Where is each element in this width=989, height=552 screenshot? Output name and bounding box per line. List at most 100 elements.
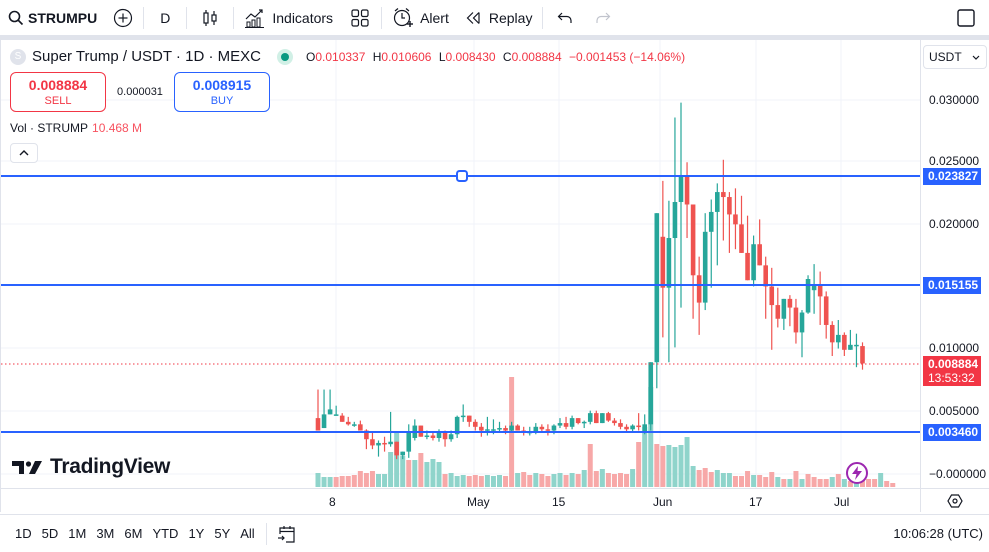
candle [690,204,696,319]
replay-button[interactable]: Replay [457,0,541,36]
line-drag-handle[interactable] [456,170,468,182]
replay-label: Replay [488,9,533,26]
buy-button[interactable]: 0.008915 BUY [174,72,270,112]
candle [515,424,520,431]
volume-bar [817,479,823,487]
candle [702,213,708,311]
date-range-tabs: 1D 5D 1M 3M 6M YTD 1Y 5Y All [0,526,260,541]
volume-legend: Vol · STRUMP 10.468 M [10,121,142,135]
candle [642,414,647,435]
price-tick-label: 0.005000 [929,404,980,418]
candle [860,342,865,370]
volume-bar [684,437,690,487]
candle [406,424,412,458]
symbol-search-button[interactable]: STRUMPU [0,0,105,36]
candle [660,180,666,338]
range-tab-3m[interactable]: 3M [96,526,115,541]
candle [715,183,720,266]
candle [442,430,448,447]
open-label: O [306,50,316,64]
range-tab-1y[interactable]: 1Y [188,526,205,541]
range-tab-5y[interactable]: 5Y [214,526,231,541]
volume-bar [823,479,829,487]
volume-bar [884,481,890,487]
compare-symbol-button[interactable] [105,0,141,36]
layouts-button[interactable] [341,0,379,36]
series-title[interactable]: Super Trump / USDT · 1D · MEXC [32,48,261,65]
divider [542,6,544,29]
candle [842,332,847,357]
time-axis[interactable]: 8 May 15 Jun 17 Jul [0,488,920,512]
lightning-button[interactable] [846,462,868,484]
candle [654,213,660,389]
candle [460,404,466,422]
currency-select[interactable]: USDT [923,45,987,69]
chart-pane[interactable] [0,40,989,512]
price-chart[interactable] [1,40,921,488]
candle [539,424,545,432]
last-price: 0.008884 [928,357,979,371]
volume-label[interactable]: Vol · STRUMP [10,121,89,135]
time-tick-label: 8 [329,495,336,509]
volume-bar [400,456,406,487]
plus-circle-icon [114,8,133,27]
candle [751,235,756,287]
chart-settings-button[interactable] [920,488,989,512]
volume-bar [484,475,490,487]
timezone-clock[interactable]: 10:06:28 (UTC) [893,526,983,541]
volume-value: 10.468 M [92,121,143,135]
range-tab-1m[interactable]: 1M [68,526,87,541]
ohlc-values: O0.010337 H0.010606 L0.008430 C0.008884 … [306,50,685,64]
range-tab-1d[interactable]: 1D [15,526,32,541]
hline-price-label: 0.023827 [923,168,981,185]
tradingview-logo[interactable]: TradingView [12,455,170,479]
interval-button[interactable]: D [146,0,184,36]
volume-bar [327,477,333,487]
series-legend: S Super Trump / USDT · 1D · MEXC [10,48,293,65]
candle [775,287,781,328]
volume-bar [702,468,708,487]
volume-bar [775,477,781,487]
undo-button[interactable] [545,0,585,36]
candle [757,219,762,266]
currency-label: USDT [929,50,962,64]
range-tab-all[interactable]: All [240,526,255,541]
chart-type-button[interactable] [189,0,231,36]
volume-bar [394,432,400,487]
sell-button[interactable]: 0.008884 SELL [10,72,106,112]
open-value: 0.010337 [315,50,366,64]
volume-bar [478,476,484,487]
candle [345,416,351,426]
candle [624,424,629,432]
candle [612,418,617,426]
volume-bar [575,474,581,487]
redo-button[interactable] [585,0,621,36]
volume-bar [545,476,551,487]
price-axis[interactable] [920,40,989,512]
collapse-legend-button[interactable] [10,143,38,163]
volume-bar [720,473,726,487]
undo-icon [558,12,573,23]
go-to-date-button[interactable] [277,524,297,544]
volume-bar [406,460,412,487]
volume-bar [666,445,672,487]
alert-button[interactable]: Alert [384,0,457,36]
range-tab-6m[interactable]: 6M [124,526,143,541]
candle [829,321,835,357]
candle [400,451,405,460]
bar-countdown: 13:53:32 [928,371,975,385]
chevron-down-icon [972,55,980,60]
candle [684,162,690,239]
volume-bar [726,473,732,487]
indicators-button[interactable]: Indicators [236,0,341,36]
fullscreen-button[interactable] [957,0,989,36]
volume-bar [769,472,775,487]
candle [473,419,478,431]
range-tab-ytd[interactable]: YTD [152,526,179,541]
volume-bar [581,470,587,487]
candle [557,418,563,429]
range-tab-5d[interactable]: 5D [41,526,59,541]
volume-bar [708,472,714,487]
volume-bar [763,477,769,487]
candle [708,199,714,288]
